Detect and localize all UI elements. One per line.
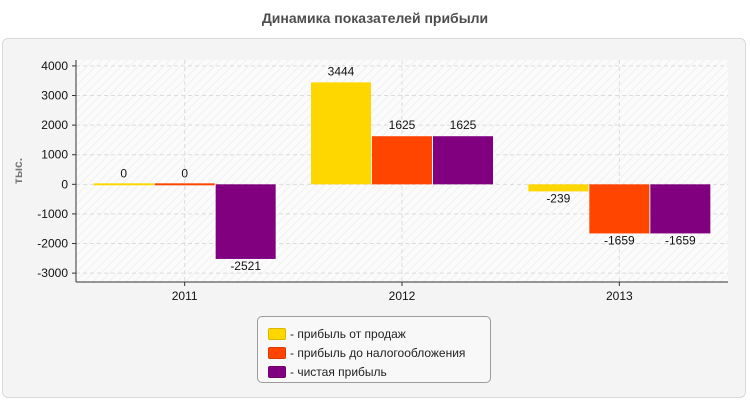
legend: - прибыль от продаж - прибыль до налогоо… [257, 316, 491, 383]
data-label: -1659 [665, 233, 696, 247]
data-label: 0 [120, 166, 127, 180]
data-label: 0 [181, 166, 188, 180]
chart-title: Динамика показателей прибыли [261, 10, 489, 26]
bar [528, 184, 589, 192]
y-tick-label: 3000 [41, 89, 68, 103]
y-tick-label: 1000 [41, 148, 68, 162]
y-tick-label: 4000 [41, 59, 68, 73]
data-label: -2521 [230, 259, 261, 273]
legend-swatch [268, 327, 286, 340]
y-axis-title: тыс. [11, 158, 25, 184]
y-tick-label: -2000 [37, 237, 68, 251]
y-tick-label: 0 [61, 177, 68, 191]
bar [433, 136, 493, 185]
legend-item-net-profit: - чистая прибыль [268, 362, 490, 381]
bar [311, 82, 371, 185]
data-label: -1659 [604, 233, 635, 247]
data-labels: 0 0 -2521 3444 1625 1625 -239 -1659 -1659 [120, 64, 696, 273]
bars [93, 82, 711, 259]
data-label: -239 [546, 191, 570, 205]
legend-label: - прибыль до налогообложения [290, 345, 466, 360]
legend-item-sales-profit: - прибыль от продаж [268, 324, 490, 343]
data-label: 1625 [389, 118, 416, 132]
bar [589, 184, 650, 234]
bar [372, 136, 432, 185]
legend-item-pretax-profit: - прибыль до налогообложения [268, 343, 490, 362]
legend-swatch [268, 346, 286, 359]
data-label: 3444 [328, 64, 355, 78]
y-tick-label: -3000 [37, 266, 68, 280]
y-tick-label: 2000 [41, 118, 68, 132]
axes: 4000 3000 2000 1000 0 -1000 -2000 -3000 тыс. 2011… [11, 59, 728, 303]
y-tick-label: -1000 [37, 207, 68, 221]
bar [650, 184, 711, 234]
bar [154, 183, 215, 186]
legend-label: - чистая прибыль [290, 364, 387, 379]
x-tick-label: 2012 [389, 289, 416, 303]
legend-label: - прибыль от продаж [290, 326, 406, 341]
x-tick-label: 2013 [606, 289, 633, 303]
x-tick-label: 2011 [172, 289, 198, 303]
bar [93, 183, 154, 186]
bar [215, 184, 276, 259]
data-label: 1625 [450, 118, 477, 132]
legend-swatch [268, 365, 286, 378]
